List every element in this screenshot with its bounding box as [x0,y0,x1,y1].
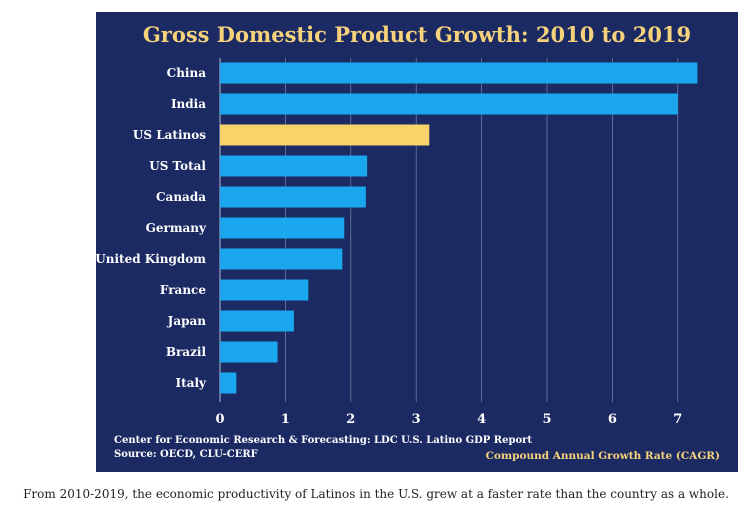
x-tick-label: 1 [281,412,290,427]
x-tick-label: 3 [412,412,421,427]
category-label-france: France [160,283,206,297]
bar-canada [220,186,366,208]
bar-united-kingdom [220,248,343,270]
bar-china [220,62,698,84]
category-label-brazil: Brazil [166,345,207,359]
category-label-china: China [167,66,207,80]
bar-us-total [220,155,368,177]
x-tick-labels: 0 1 2 3 4 5 6 7 [215,412,682,427]
x-tick-label: 5 [542,412,551,427]
x-tick-label: 6 [608,412,617,427]
bar-germany [220,217,345,239]
category-label-italy: Italy [176,376,207,390]
bar-italy [220,372,237,394]
category-label-germany: Germany [146,221,207,235]
bar-japan [220,310,294,332]
chart-title: Gross Domestic Product Growth: 2010 to 2… [143,22,691,47]
category-label-us-total: US Total [149,159,206,173]
category-label-canada: Canada [156,190,206,204]
chart-canvas: Gross Domestic Product Growth: 2010 to 2… [96,22,720,462]
category-labels: China India US Latinos US Total Canada German… [96,66,207,390]
bar-france [220,279,309,301]
bar-india [220,93,678,115]
figure-caption: From 2010-2019, the economic productivit… [23,487,729,501]
category-label-us-latinos: US Latinos [133,128,206,142]
x-tick-label: 7 [673,412,682,427]
category-label-united-kingdom: United Kingdom [96,252,206,266]
bar-us-latinos [220,124,430,146]
bar-brazil [220,341,278,363]
x-axis-title: Compound Annual Growth Rate (CAGR) [486,450,720,462]
x-tick-label: 2 [346,412,355,427]
chart-panel: Gross Domestic Product Growth: 2010 to 2… [96,12,738,472]
x-tick-label: 0 [215,412,224,427]
bars [220,62,698,394]
category-label-india: India [171,97,206,111]
footnote-line-1: Center for Economic Research & Forecasti… [114,435,532,446]
footnote-line-2: Source: OECD, CLU-CERF [114,449,258,460]
x-tick-label: 4 [477,412,486,427]
category-label-japan: Japan [167,314,207,328]
